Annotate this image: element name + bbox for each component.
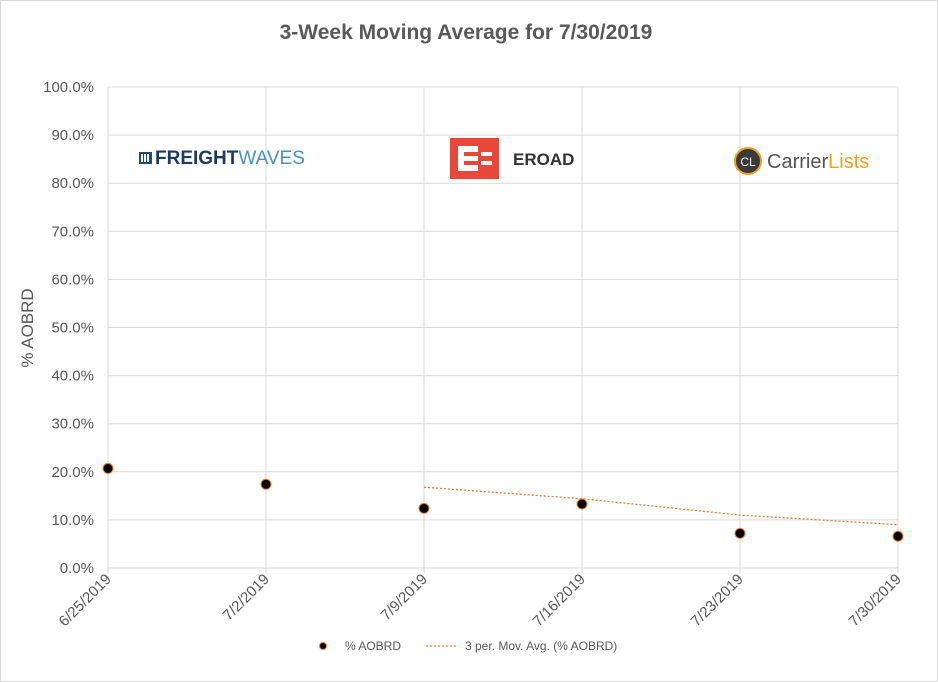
carrierlists-badge-text: CL — [740, 155, 756, 169]
legend: % AOBRD 3 per. Mov. Avg. (% AOBRD) — [319, 639, 617, 653]
moving-average-series — [423, 486, 899, 526]
x-tick-label: 7/30/2019 — [846, 571, 905, 630]
freightwaves-word-2: WAVES — [238, 148, 305, 169]
grid — [107, 86, 899, 573]
x-tick-label: 7/16/2019 — [530, 571, 589, 630]
y-tick-label: 100.0% — [43, 79, 94, 96]
eroad-logo-text: EROAD — [513, 150, 574, 169]
svg-text:FREIGHTWAVES: FREIGHTWAVES — [155, 148, 305, 169]
y-tick-labels: 0.0% 10.0% 20.0% 30.0% 40.0% 50.0% 60.0% 70.0% 8… — [43, 79, 94, 577]
y-tick-label: 0.0% — [60, 560, 94, 577]
x-tick-label: 6/25/2019 — [56, 571, 115, 630]
y-tick-label: 40.0% — [51, 368, 94, 385]
data-point — [102, 462, 114, 474]
carrierlists-badge-icon — [734, 147, 762, 175]
data-point — [576, 498, 588, 510]
carrierlists-word-2: Lists — [828, 151, 869, 173]
x-tick-label: 7/9/2019 — [378, 571, 431, 624]
y-tick-label: 80.0% — [51, 175, 94, 192]
y-tick-label: 60.0% — [51, 271, 94, 288]
y-tick-label: 50.0% — [51, 320, 94, 337]
y-tick-label: 30.0% — [51, 416, 94, 433]
eroad-logo: EROAD — [450, 138, 574, 179]
freightwaves-logo-icon — [139, 152, 152, 164]
legend-label-moving-average: 3 per. Mov. Avg. (% AOBRD) — [465, 639, 617, 653]
aobrd-series — [102, 462, 904, 542]
carrierlists-logo: CL CarrierLists — [734, 147, 869, 175]
y-axis-label: % AOBRD — [18, 288, 37, 367]
y-tick-label: 90.0% — [51, 127, 94, 144]
legend-label-aobrd: % AOBRD — [345, 639, 401, 653]
y-tick-label: 70.0% — [51, 223, 94, 240]
chart-title: 3-Week Moving Average for 7/30/2019 — [280, 21, 653, 44]
data-point — [260, 478, 272, 490]
freightwaves-word-1: FREIGHT — [155, 148, 239, 169]
data-point — [734, 527, 746, 539]
y-tick-label: 10.0% — [51, 512, 94, 529]
freightwaves-logo: FREIGHTWAVES — [139, 148, 305, 169]
svg-text:CarrierLists: CarrierLists — [767, 151, 869, 173]
carrierlists-word-1: Carrier — [767, 151, 828, 173]
data-point — [418, 502, 430, 514]
x-tick-label: 7/2/2019 — [220, 571, 273, 624]
data-point — [892, 530, 904, 542]
legend-marker-aobrd — [319, 642, 327, 650]
x-tick-labels: 6/25/2019 7/2/2019 7/9/2019 7/16/2019 7/23/2… — [56, 571, 905, 630]
y-tick-label: 20.0% — [51, 464, 94, 481]
moving-average-line — [423, 486, 899, 526]
x-tick-label: 7/23/2019 — [688, 571, 747, 630]
